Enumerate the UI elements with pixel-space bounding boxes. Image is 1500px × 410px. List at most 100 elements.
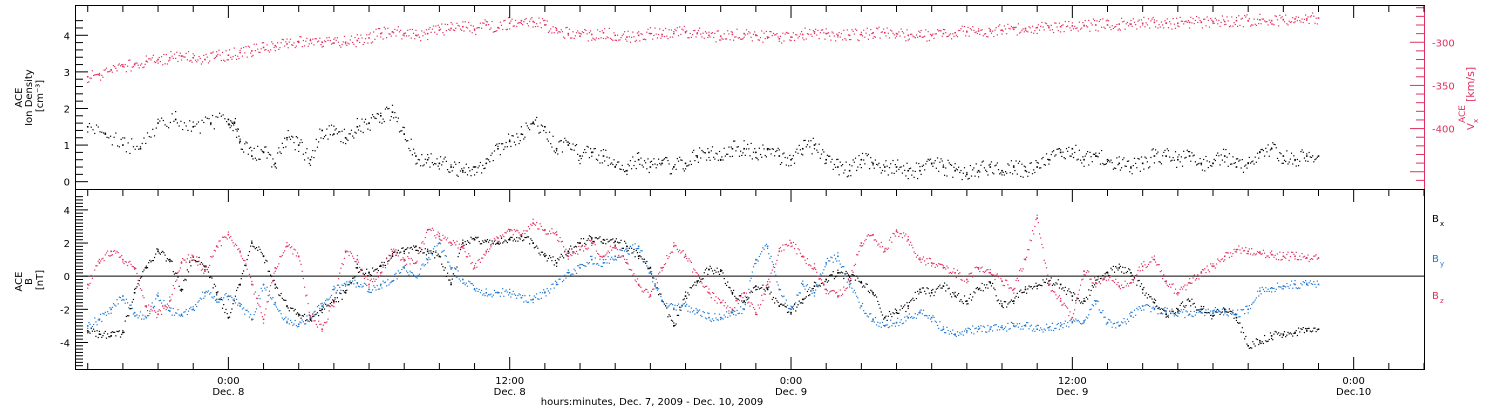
data-point (909, 317, 912, 319)
data-point (571, 149, 573, 151)
data-point (273, 303, 275, 305)
data-point (468, 280, 470, 282)
data-point (594, 39, 596, 41)
data-point (926, 287, 928, 289)
data-point (350, 129, 353, 131)
data-point (554, 280, 557, 282)
data-point (1273, 333, 1275, 335)
data-point (1035, 282, 1037, 284)
data-point (1231, 163, 1233, 165)
data-point (757, 260, 759, 262)
data-point (1271, 147, 1273, 149)
data-point (801, 298, 804, 301)
data-point (1034, 29, 1036, 32)
data-point (347, 283, 349, 285)
data-point (404, 248, 406, 251)
data-point (1219, 313, 1221, 316)
data-point (326, 128, 328, 130)
data-point (412, 245, 415, 247)
data-point (1256, 18, 1259, 20)
data-point (1058, 287, 1061, 289)
data-point (1104, 273, 1106, 275)
data-point (431, 252, 433, 255)
data-point (940, 287, 942, 289)
data-point (170, 260, 172, 262)
data-point (152, 54, 154, 56)
data-point (899, 309, 901, 311)
data-point (375, 268, 377, 271)
data-point (805, 296, 807, 298)
top-right-axis: -300-350-400 (1410, 6, 1455, 189)
data-point (1245, 335, 1247, 338)
data-point (818, 38, 820, 40)
data-point (1255, 24, 1257, 26)
data-point (706, 159, 708, 161)
data-point (1167, 27, 1170, 29)
data-point (1021, 292, 1023, 294)
data-point (907, 39, 909, 41)
data-point (425, 258, 428, 260)
data-point (902, 32, 905, 34)
data-point (909, 167, 912, 169)
data-point (1123, 272, 1125, 274)
data-point (820, 153, 823, 155)
data-point (646, 168, 648, 170)
data-point (843, 172, 845, 174)
data-point (526, 125, 528, 127)
data-point (1295, 16, 1297, 18)
data-point (962, 302, 964, 305)
data-point (123, 331, 125, 333)
data-point (1142, 305, 1144, 307)
data-point (340, 46, 342, 48)
data-point (1050, 153, 1052, 156)
data-point (912, 35, 914, 37)
data-point (801, 33, 804, 36)
data-point (1247, 250, 1249, 253)
data-point (935, 288, 937, 290)
data-point (715, 271, 717, 273)
data-point (683, 303, 685, 305)
data-point (1240, 309, 1242, 311)
data-point (682, 29, 684, 31)
data-point (380, 36, 382, 38)
data-point (565, 277, 567, 279)
data-point (599, 236, 601, 238)
data-point (1177, 25, 1179, 27)
data-point (90, 327, 92, 330)
data-point (1096, 20, 1098, 22)
data-point (614, 34, 616, 37)
data-point (633, 36, 635, 38)
data-point (110, 312, 112, 314)
data-point (970, 332, 973, 334)
data-point (1215, 309, 1218, 311)
data-point (1132, 279, 1134, 281)
data-point (462, 171, 464, 173)
data-point (391, 280, 394, 282)
data-point (969, 293, 971, 296)
data-point (863, 29, 865, 31)
data-point (88, 321, 90, 324)
data-point (933, 316, 935, 318)
data-point (286, 139, 288, 141)
data-point (424, 158, 426, 160)
data-point (430, 31, 432, 33)
data-point (235, 128, 237, 130)
data-point (409, 28, 411, 31)
data-point (223, 304, 225, 306)
data-point (308, 43, 310, 45)
data-point (1177, 315, 1179, 317)
data-point (1147, 167, 1150, 169)
data-point (1074, 25, 1076, 28)
data-point (959, 29, 961, 32)
data-point (343, 35, 346, 37)
data-point (539, 291, 541, 294)
data-point (1124, 321, 1126, 323)
data-point (213, 128, 215, 130)
data-point (928, 39, 930, 42)
data-point (890, 29, 892, 31)
data-point (1006, 306, 1008, 308)
data-point (1234, 313, 1236, 315)
data-point (182, 55, 184, 57)
data-point (1245, 305, 1247, 308)
data-point (1225, 311, 1227, 313)
